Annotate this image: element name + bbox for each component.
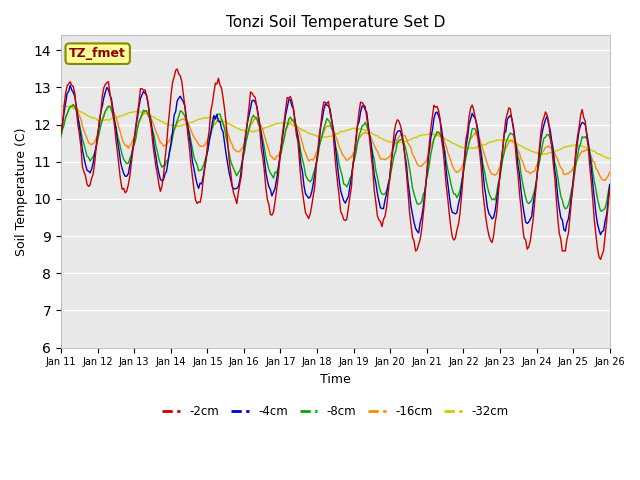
Y-axis label: Soil Temperature (C): Soil Temperature (C) — [15, 127, 28, 256]
X-axis label: Time: Time — [320, 373, 351, 386]
Legend: -2cm, -4cm, -8cm, -16cm, -32cm: -2cm, -4cm, -8cm, -16cm, -32cm — [157, 400, 513, 423]
Title: Tonzi Soil Temperature Set D: Tonzi Soil Temperature Set D — [226, 15, 445, 30]
Text: TZ_fmet: TZ_fmet — [69, 47, 126, 60]
